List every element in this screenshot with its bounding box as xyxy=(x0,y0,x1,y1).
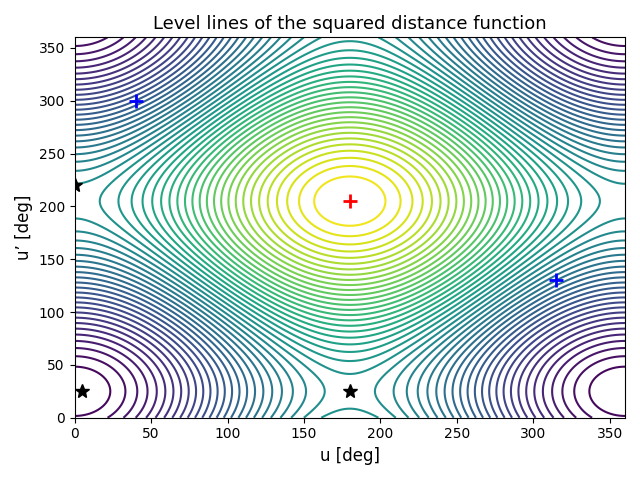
Title: Level lines of the squared distance function: Level lines of the squared distance func… xyxy=(153,15,547,33)
X-axis label: u [deg]: u [deg] xyxy=(320,447,380,465)
Y-axis label: u’ [deg]: u’ [deg] xyxy=(15,195,33,260)
